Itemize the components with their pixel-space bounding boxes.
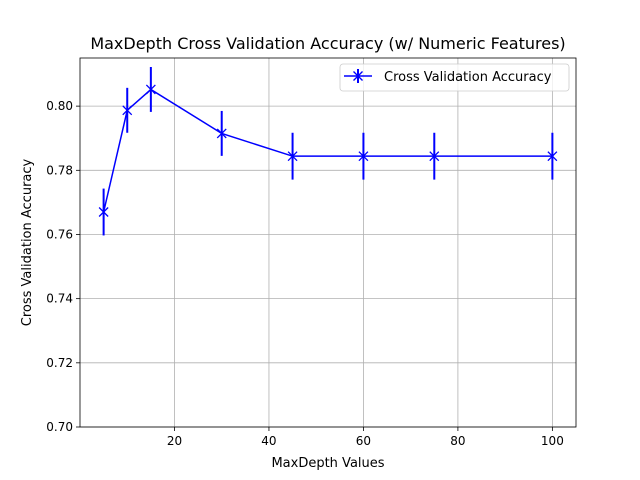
data-point-stroke [287, 151, 298, 162]
data-point-stroke [429, 151, 440, 162]
x-tick-label: 100 [541, 434, 564, 448]
data-point [547, 151, 558, 162]
x-tick-label: 40 [261, 434, 276, 448]
data-point [145, 84, 156, 95]
y-tick-label: 0.78 [46, 163, 73, 177]
data-point-stroke [358, 151, 369, 162]
y-tick-label: 0.72 [46, 356, 73, 370]
chart-title: MaxDepth Cross Validation Accuracy (w/ N… [90, 34, 565, 53]
y-tick-label: 0.80 [46, 99, 73, 113]
data-point-stroke [145, 84, 156, 95]
legend: Cross Validation Accuracy [339, 63, 570, 92]
data-point-stroke [216, 128, 227, 139]
grid-lines [80, 58, 576, 428]
data-point-stroke [547, 151, 558, 162]
x-tick-label: 80 [450, 434, 465, 448]
legend-swatch [344, 69, 372, 83]
y-axis-label: Cross Validation Accuracy [20, 158, 35, 326]
y-tick-label: 0.70 [46, 420, 73, 434]
y-tick-label: 0.76 [46, 227, 73, 241]
axis-ticks: 20 40 60 80 100 0.70 0.72 0.74 0.76 0.78 0.80 [46, 99, 564, 448]
data-point [429, 151, 440, 162]
data-series [98, 66, 558, 236]
x-tick-label: 20 [167, 434, 182, 448]
x-tick-label: 60 [356, 434, 371, 448]
legend-entry-label: Cross Validation Accuracy [384, 70, 552, 85]
data-point [287, 151, 298, 162]
y-tick-label: 0.74 [46, 292, 73, 306]
data-point [122, 105, 133, 116]
data-point [358, 151, 369, 162]
legend-marker-stroke [353, 71, 363, 81]
data-point [216, 128, 227, 139]
data-point-stroke [98, 207, 109, 217]
plot-frame [79, 57, 577, 428]
data-point-stroke [122, 105, 133, 116]
legend-box [339, 63, 570, 92]
series-line [102, 88, 553, 213]
data-point [98, 207, 109, 217]
x-axis-label: MaxDepth Values [271, 456, 384, 471]
